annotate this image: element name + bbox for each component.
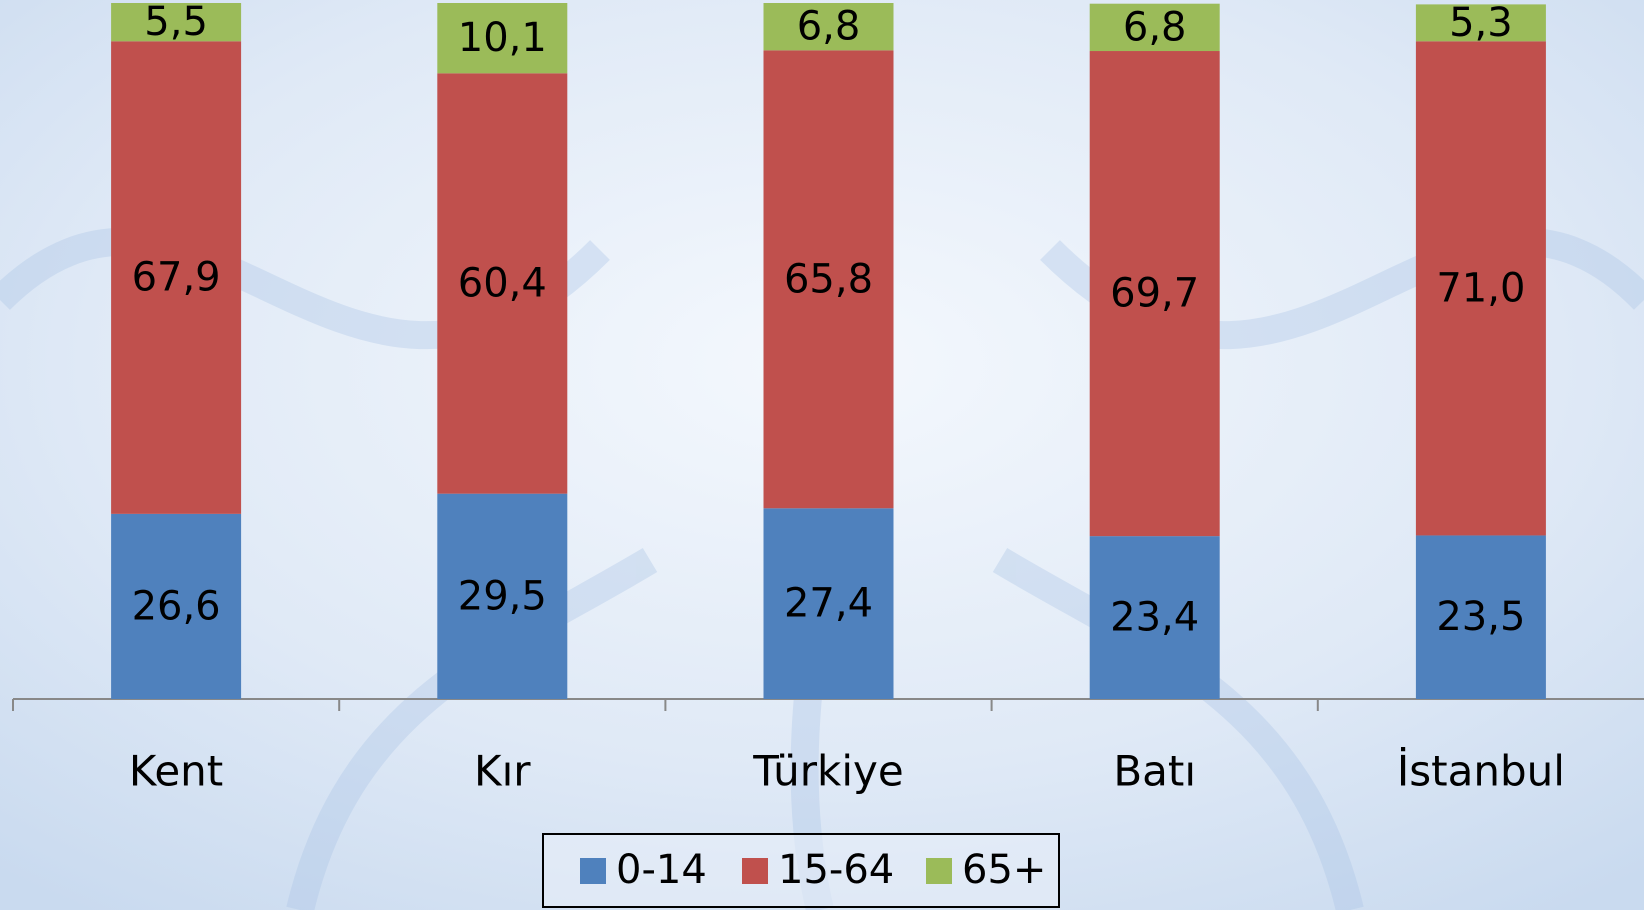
legend-label: 65+ — [962, 847, 1046, 893]
x-tick-label: Batı — [1113, 747, 1196, 796]
legend: 0-14 15-64 65+ — [543, 834, 1059, 907]
value-label: 10,1 — [458, 15, 547, 61]
x-tick-label: İstanbul — [1397, 746, 1565, 796]
value-label: 65,8 — [784, 256, 873, 302]
value-label: 71,0 — [1436, 265, 1525, 311]
value-label: 23,4 — [1110, 595, 1199, 641]
value-label: 27,4 — [784, 581, 873, 627]
legend-swatch — [926, 858, 952, 884]
legend-swatch — [580, 858, 606, 884]
value-label: 60,4 — [458, 260, 547, 306]
value-label: 23,5 — [1436, 594, 1525, 640]
page: 26,6 67,9 5,5 Kent 29,5 60,4 10,1 Kır 27,4 65,8 6,… — [0, 0, 1644, 910]
x-tick-label: Kır — [474, 747, 531, 796]
legend-label: 0-14 — [616, 847, 707, 893]
value-label: 5,5 — [144, 0, 208, 45]
value-label: 6,8 — [797, 4, 861, 50]
value-label: 29,5 — [458, 573, 547, 619]
value-label: 67,9 — [132, 255, 221, 301]
value-label: 26,6 — [132, 583, 221, 629]
x-tick-label: Türkiye — [752, 747, 903, 796]
x-tick-label: Kent — [129, 747, 223, 796]
value-label: 6,8 — [1123, 4, 1187, 50]
legend-swatch — [742, 858, 768, 884]
value-label: 69,7 — [1110, 271, 1199, 317]
value-label: 5,3 — [1449, 0, 1513, 46]
chart: 26,6 67,9 5,5 Kent 29,5 60,4 10,1 Kır 27,4 65,8 6,… — [0, 0, 1644, 910]
legend-label: 15-64 — [778, 847, 894, 893]
